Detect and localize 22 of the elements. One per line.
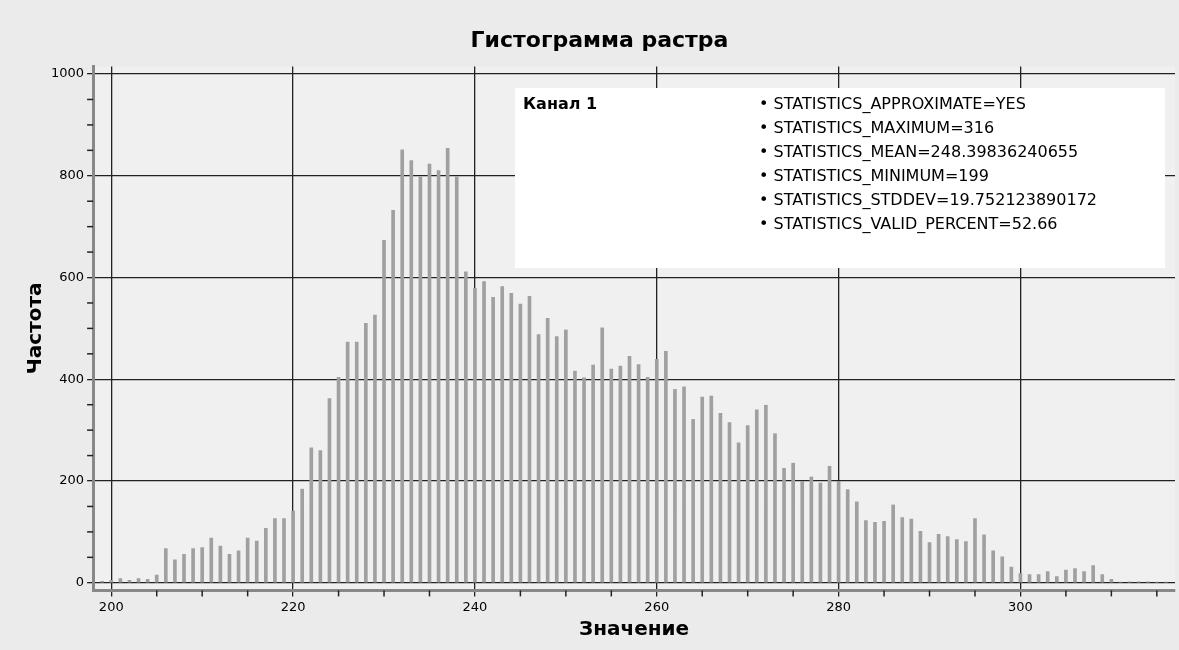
x-tick-label: 200 xyxy=(98,598,124,614)
y-tick-label: 0 xyxy=(75,574,85,590)
y-tick-label: 200 xyxy=(59,472,85,488)
y-tick-label: 1000 xyxy=(50,65,85,81)
y-tick-label: 600 xyxy=(59,268,85,284)
annotation: Канал 1 xyxy=(522,93,599,115)
y-tick-label: 400 xyxy=(59,370,85,386)
x-tick-label: 260 xyxy=(644,598,670,614)
x-tick-label: 240 xyxy=(462,598,488,614)
x-axis-title: Значение xyxy=(578,616,690,641)
y-axis-title: Частота xyxy=(22,282,47,375)
annotation: • STATISTICS_MAXIMUM=316 xyxy=(759,117,996,139)
annotation: • STATISTICS_STDDEV=19.752123890172 xyxy=(759,189,1098,211)
x-tick-label: 280 xyxy=(826,598,852,614)
x-tick-label: 300 xyxy=(1008,598,1033,614)
annotation: • STATISTICS_VALID_PERCENT=52.66 xyxy=(759,213,1059,235)
chart-title: Гистограмма растра xyxy=(470,26,729,52)
y-tick-label: 800 xyxy=(59,167,85,183)
x-tick-label: 220 xyxy=(280,598,306,614)
annotation: • STATISTICS_MEAN=248.39836240655 xyxy=(759,141,1080,163)
annotation: • STATISTICS_MINIMUM=199 xyxy=(759,165,990,187)
annotation: • STATISTICS_APPROXIMATE=YES xyxy=(759,93,1027,115)
